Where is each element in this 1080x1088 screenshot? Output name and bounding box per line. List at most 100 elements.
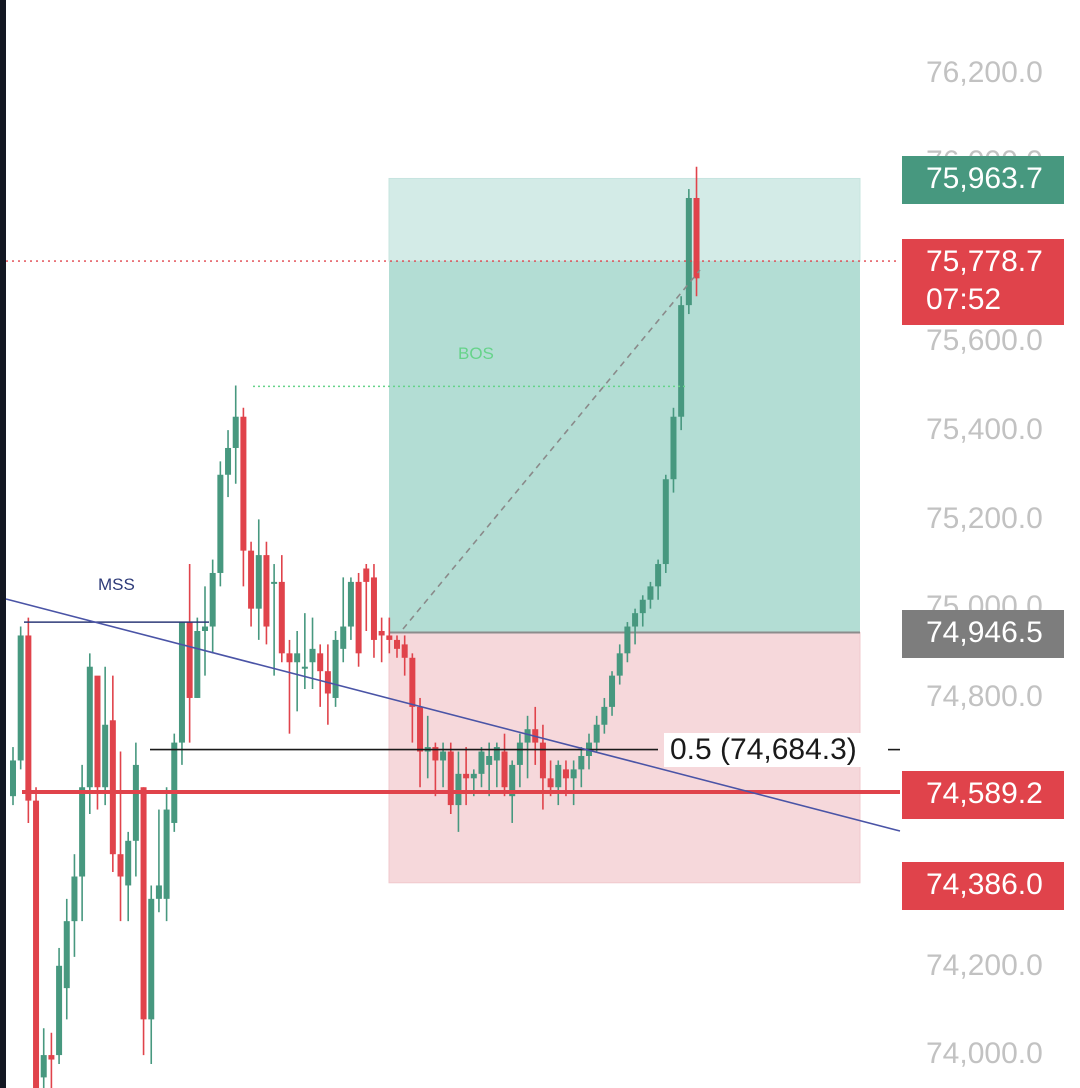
candle-body [562, 769, 569, 779]
level-price-label: 74,589.2 [926, 777, 1043, 810]
candle-body [647, 586, 654, 600]
candle-body [432, 747, 439, 761]
candle-body [294, 653, 301, 663]
candle-body [278, 581, 285, 654]
last-price-tag: 75,778.7 07:52 [902, 239, 1064, 325]
candle-body [417, 706, 424, 752]
candle-body [678, 305, 685, 417]
candle-body [447, 751, 454, 806]
candle-body [240, 416, 247, 551]
candle-body [516, 742, 523, 765]
candle-body [355, 581, 362, 654]
candle-body [94, 675, 101, 788]
candle-body [301, 666, 308, 669]
candle-body [470, 773, 477, 779]
candle-body [163, 809, 170, 899]
stop-price-tag: 74,386.0 [902, 862, 1064, 910]
candle-body [347, 581, 354, 627]
candle-body [370, 577, 377, 640]
y-tick-label: 74,000.0 [926, 1037, 1043, 1070]
fib-label: 0.5 (74,684.3) [664, 733, 863, 767]
last-price-label: 75,778.7 [926, 245, 1043, 278]
target-price-label: 75,963.7 [926, 162, 1043, 195]
candle-body [655, 564, 662, 587]
candle-body [593, 724, 600, 743]
candle-body [255, 555, 262, 609]
candle-body [148, 898, 155, 1020]
candle-body [493, 747, 500, 761]
entry-price-tag: 74,946.5 [902, 610, 1064, 658]
trendline [5, 598, 901, 832]
candle-body [155, 885, 162, 899]
left-edge-bar [0, 0, 6, 1088]
candle-body [478, 751, 485, 774]
candle-body [194, 631, 201, 698]
candle-body [33, 800, 40, 1088]
candle-body [570, 769, 577, 779]
profit-zone [389, 261, 860, 633]
candle-body [632, 613, 639, 627]
candle-body [693, 197, 700, 279]
candle-body [463, 773, 470, 779]
candle-body [332, 639, 339, 698]
candle-body [17, 635, 24, 761]
candle-body [440, 751, 447, 761]
projection-line [402, 269, 701, 630]
candle-body [271, 581, 278, 584]
candle-body [56, 965, 63, 1056]
candle-body [10, 760, 16, 797]
candle-body [102, 724, 109, 788]
candle-body [217, 474, 224, 573]
candle-body [609, 675, 616, 707]
candle-body [578, 755, 585, 770]
candle-body [317, 653, 324, 672]
stop-price-label: 74,386.0 [926, 868, 1043, 901]
candle-body [501, 751, 508, 788]
candle-body [340, 626, 347, 649]
candle-body [40, 1055, 47, 1078]
candle-body [555, 764, 562, 788]
y-tick-label: 76,200.0 [926, 56, 1043, 89]
candle-body [409, 657, 416, 707]
candle-body [547, 778, 554, 788]
candle-body [685, 197, 692, 306]
candle-body [225, 447, 232, 475]
candle-body [616, 653, 623, 676]
candle-body [25, 635, 32, 801]
candle-body [186, 622, 193, 698]
candle-body [248, 550, 255, 609]
y-tick-label: 74,200.0 [926, 949, 1043, 982]
countdown-label: 07:52 [926, 283, 1002, 316]
candle-body [202, 626, 208, 631]
bos-label: BOS [458, 344, 494, 363]
candle-body [662, 479, 669, 565]
candle-body [263, 555, 270, 627]
candle-body [125, 840, 132, 886]
candle-body [639, 599, 646, 614]
candle-body [486, 755, 493, 765]
candle-body [109, 720, 116, 855]
candle-body [363, 568, 370, 582]
mss-label: MSS [98, 575, 135, 594]
candle-body [79, 787, 86, 877]
candle-body [140, 787, 147, 1020]
candle-body [171, 742, 178, 823]
candle-body [509, 764, 516, 797]
entry-price-label: 74,946.5 [926, 616, 1043, 649]
candle-body [386, 635, 393, 640]
candle-body [309, 648, 316, 663]
y-tick-label: 74,800.0 [926, 680, 1043, 713]
candle-body [539, 742, 546, 779]
candle-body [524, 729, 531, 743]
candle-body [455, 773, 462, 806]
target-price-tag: 75,963.7 [902, 156, 1064, 204]
level-price-tag: 74,589.2 [902, 771, 1064, 819]
candle-body [286, 653, 293, 663]
candle-body [401, 644, 408, 658]
candle-body [232, 416, 239, 448]
candle-body [178, 622, 185, 743]
candle-body [86, 666, 93, 788]
candle-body [670, 416, 677, 480]
y-tick-label: 75,600.0 [926, 324, 1043, 357]
candle-body [209, 572, 216, 627]
